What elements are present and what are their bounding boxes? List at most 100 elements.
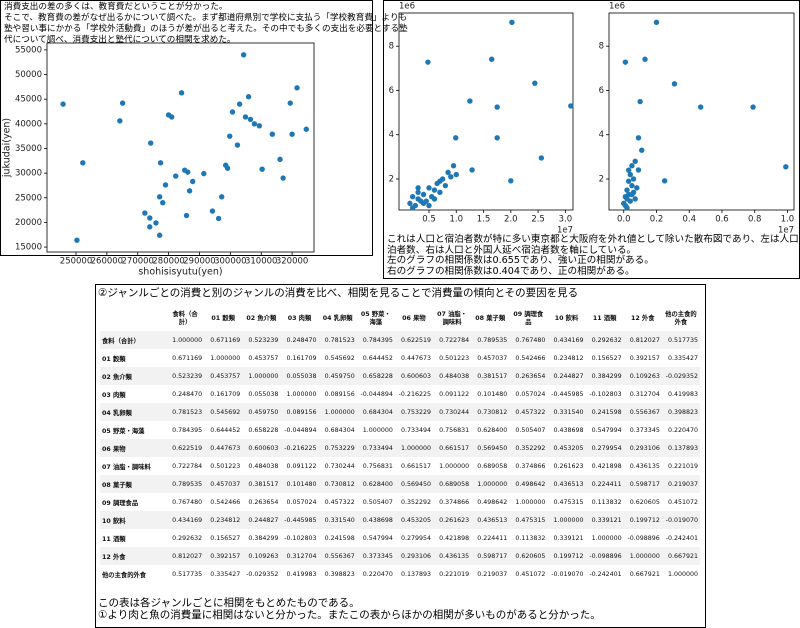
- text-line: これは人口と宿泊者数が特に多い東京都と大阪府を外れ値として除いた散布図であり、左…: [387, 234, 800, 245]
- table-cell: 0.335427: [210, 570, 241, 578]
- table-cell: 0.109263: [629, 372, 660, 380]
- column-header: 他の主食的外食: [665, 311, 697, 326]
- point: [409, 205, 416, 211]
- table-cell: 0.221019: [439, 570, 470, 578]
- point: [642, 56, 648, 62]
- table-cell: -0.445985: [551, 390, 584, 398]
- point: [635, 135, 642, 141]
- table-row: 04 乳卵類 0.781523 0.545692 0.459750 0.089156 1.…: [100, 403, 700, 421]
- table-cell: 0.569450: [477, 444, 508, 452]
- table-cell: 0.517735: [172, 570, 203, 578]
- table-cell: 0.436135: [629, 462, 660, 470]
- row-header: 07 油脂・調味料: [102, 463, 151, 471]
- x-tick-label: 1.0: [781, 215, 795, 225]
- point: [162, 182, 169, 188]
- table-cell: 0.484038: [439, 372, 470, 380]
- point: [277, 156, 283, 163]
- table-cell: 0.436513: [553, 480, 584, 488]
- table-cell: 0.352292: [515, 444, 546, 452]
- table-row: 08 菓子類 0.789535 0.457037 0.381517 0.101480 0.…: [100, 475, 700, 493]
- table-cell: 0.438698: [362, 516, 393, 524]
- point: [653, 19, 660, 25]
- y-offset-label: 1e6: [399, 2, 415, 12]
- point: [445, 169, 451, 176]
- point: [80, 160, 86, 166]
- table-cell: 0.421898: [439, 534, 470, 542]
- table-cell: 0.199712: [553, 552, 584, 560]
- y-tick-label: 40000: [15, 119, 42, 129]
- y-tick-label: 35000: [15, 144, 42, 154]
- table-cell: 0.622519: [172, 444, 203, 452]
- table-cell: 1.000000: [553, 516, 584, 524]
- point: [437, 189, 443, 195]
- column-header: 10 飲料: [554, 315, 579, 322]
- point: [142, 210, 148, 216]
- table-cell: 0.057024: [515, 390, 546, 398]
- table-cell: 1.000000: [286, 390, 317, 398]
- table-cell: 0.542466: [210, 498, 241, 506]
- table-cell: 0.241598: [324, 534, 355, 542]
- table-cell: 0.331540: [324, 516, 355, 524]
- table-cell: 0.384299: [248, 534, 279, 542]
- table-cell: 0.453757: [248, 354, 279, 362]
- table-cell: 0.055038: [286, 372, 317, 380]
- table-cell: 0.730244: [324, 462, 355, 470]
- table-cell: 0.292632: [591, 336, 622, 344]
- table-cell: 0.756831: [439, 426, 470, 434]
- point: [467, 98, 473, 104]
- table-cell: 0.658228: [248, 426, 279, 434]
- table-cell: 0.671169: [172, 354, 203, 362]
- table-cell: 0.517735: [667, 336, 698, 344]
- row-header: 03 肉類: [102, 391, 126, 399]
- table-cell: 0.684304: [362, 408, 393, 416]
- footer-text: この表は各ジャンルごとに相関をもとめたものである。 ①より肉と魚の消費量に相関はな…: [98, 597, 601, 621]
- table-cell: 0.658228: [362, 372, 393, 380]
- table-cell: -0.044894: [284, 426, 317, 434]
- table-cell: 0.667921: [667, 552, 698, 560]
- table-cell: 0.434169: [172, 516, 203, 524]
- point: [415, 189, 421, 195]
- table-cell: 0.220470: [362, 570, 393, 578]
- table-cell: 0.109263: [248, 552, 279, 560]
- point: [637, 98, 643, 105]
- intro-text: 消費支出の差の多くは、教育費だということが分かった。 そこで、教育費の差がなぜ出る…: [4, 2, 408, 46]
- point: [215, 215, 222, 222]
- table-row: 01 穀類 0.671169 1.000000 0.453757 0.161709 0.5…: [100, 349, 700, 367]
- table-cell: 0.661517: [400, 462, 431, 470]
- y-tick-label: 20000: [15, 218, 42, 228]
- y-tick-label: 50000: [15, 70, 42, 80]
- table-cell: 0.451072: [515, 570, 546, 578]
- table-row: 07 油脂・調味料 0.722784 0.501223 0.484038 0.09112…: [100, 457, 700, 475]
- y-axis-label: jukudai(yen): [2, 118, 13, 178]
- point: [407, 200, 413, 207]
- x-tick-label: 2.0: [504, 215, 518, 225]
- table-cell: 0.101480: [477, 390, 508, 398]
- table-cell: 0.419983: [667, 390, 698, 398]
- row-header: 04 乳卵類: [102, 409, 132, 417]
- table-cell: 0.753229: [324, 444, 355, 452]
- point: [639, 147, 645, 153]
- table-cell: 0.457037: [210, 480, 241, 488]
- table-cell: 0.312704: [286, 552, 317, 560]
- table-cell: 0.261623: [439, 516, 470, 524]
- table-cell: 0.392157: [629, 354, 660, 362]
- table-cell: 0.501223: [210, 462, 241, 470]
- table-cell: 0.244827: [248, 516, 279, 524]
- point: [629, 163, 635, 169]
- notes-text: これは人口と宿泊者数が特に多い東京都と大阪府を外れ値として除いた散布図であり、左…: [387, 234, 800, 277]
- point: [60, 101, 66, 107]
- table-cell: 0.484038: [248, 462, 279, 470]
- point: [280, 175, 286, 181]
- table-cell: 0.733494: [400, 426, 431, 434]
- column-header: 02 魚介類: [246, 315, 277, 322]
- x-tick-label: 0.8: [748, 215, 762, 225]
- point: [625, 167, 632, 173]
- table-cell: 0.598717: [477, 552, 508, 560]
- y-tick-label: 2: [389, 175, 394, 185]
- table-cell: 0.689058: [439, 480, 470, 488]
- table-cell: 0.293106: [400, 552, 431, 560]
- point: [148, 140, 154, 146]
- point: [147, 224, 153, 230]
- row-header: 食料（合計）: [102, 337, 140, 345]
- table-cell: 0.263654: [515, 372, 546, 380]
